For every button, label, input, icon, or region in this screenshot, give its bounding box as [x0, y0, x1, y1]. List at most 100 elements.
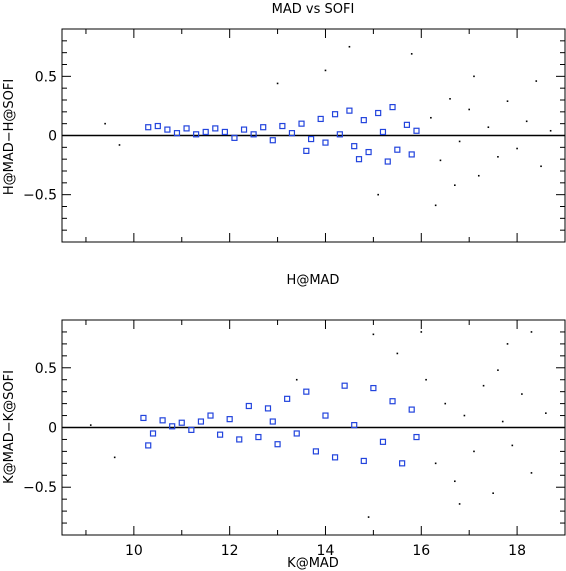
y-axis-label: H@MAD−H@SOFI	[2, 79, 17, 195]
data-point-dot	[324, 69, 327, 72]
data-point-dot	[348, 45, 351, 48]
data-point-dot	[454, 184, 456, 186]
data-point-dot	[367, 516, 370, 518]
data-point-dot	[434, 204, 437, 207]
data-point-square	[264, 405, 272, 412]
data-point-square	[298, 120, 305, 127]
data-point-square	[322, 139, 329, 146]
data-point-dot	[468, 108, 470, 111]
scatter-panel-bottom: H@MAD K@MAD−K@SOFI K@MAD 10 12 14 16 18 −0.5 0…	[2, 273, 566, 571]
data-point-dot	[506, 100, 509, 102]
data-point-square	[183, 125, 190, 132]
data-point-dot	[482, 384, 485, 387]
data-point-dot	[506, 343, 509, 345]
data-point-square	[389, 398, 396, 405]
data-point-square	[216, 431, 224, 438]
data-point-dot	[434, 462, 437, 465]
data-point-square	[303, 147, 310, 154]
data-point-dot	[477, 174, 480, 177]
data-point-square	[331, 111, 339, 118]
data-point-square	[355, 156, 363, 163]
x-axis-label: K@MAD	[287, 556, 339, 571]
data-point-square	[379, 128, 387, 136]
data-point-square	[413, 433, 420, 441]
data-point-dot	[463, 414, 466, 417]
data-point-square	[197, 418, 205, 425]
data-point-square	[149, 430, 157, 437]
data-point-square	[212, 125, 219, 132]
y-tick-label: −0.5	[23, 480, 57, 496]
data-point-square	[322, 412, 329, 419]
data-point-dot	[377, 193, 379, 196]
x-tick-label: 14	[317, 543, 335, 559]
data-point-dot	[497, 156, 499, 158]
data-point-dot	[487, 126, 490, 129]
data-point-square	[351, 422, 358, 429]
data-point-square	[341, 382, 348, 389]
data-point-square	[250, 131, 257, 138]
data-point-square	[284, 395, 291, 402]
scatter-panel-top: MAD vs SOFI H@MAD−H@SOFI −0.5 0 0.5	[2, 2, 566, 243]
data-point-square	[293, 430, 300, 437]
y-tick-label: 0.5	[35, 69, 57, 85]
data-point-dot	[295, 378, 298, 381]
data-point-dot	[525, 120, 528, 123]
data-point-square	[336, 131, 343, 138]
chart-title: MAD vs SOFI	[272, 2, 355, 17]
data-point-dot	[473, 75, 475, 78]
data-point-dot	[501, 420, 504, 423]
data-point-square	[394, 146, 401, 153]
data-point-dot	[511, 444, 514, 447]
data-point-square	[231, 134, 238, 141]
data-point-square	[178, 419, 185, 426]
data-point-square	[169, 423, 176, 430]
data-point-square	[164, 126, 171, 133]
data-point-square	[308, 135, 315, 143]
data-point-square	[140, 414, 147, 422]
x-tick-label: 18	[508, 543, 526, 559]
y-axis-label: K@MAD−K@SOFI	[2, 370, 17, 484]
data-point-square	[202, 128, 209, 136]
data-point-dot	[492, 492, 494, 494]
data-point-square	[312, 448, 319, 455]
data-point-dot	[113, 456, 116, 459]
data-point-square	[379, 438, 387, 445]
data-point-dot	[396, 352, 399, 355]
y-tick-label: −0.5	[23, 188, 57, 204]
y-tick-label: 0	[48, 129, 57, 145]
data-point-dot	[521, 393, 523, 395]
data-point-dot	[276, 82, 279, 85]
data-point-square	[384, 158, 391, 165]
data-point-square	[260, 124, 267, 131]
data-point-square	[221, 128, 228, 136]
data-point-square	[240, 126, 248, 133]
data-point-dot	[104, 122, 106, 125]
x-tick-label: 16	[412, 543, 430, 559]
data-point-square	[173, 130, 181, 137]
data-point-dot	[449, 98, 451, 100]
data-point-square	[351, 143, 358, 150]
data-point-square	[269, 137, 276, 144]
data-point-dot	[439, 159, 442, 162]
chart-title: H@MAD	[287, 273, 340, 288]
data-point-square	[399, 460, 406, 467]
data-point-square	[346, 107, 353, 114]
data-point-square	[159, 417, 166, 424]
data-point-dot	[530, 472, 533, 474]
data-point-square	[245, 402, 252, 410]
data-point-dot	[540, 165, 542, 168]
plot-frame	[61, 28, 566, 243]
data-point-dot	[458, 503, 461, 505]
data-point-dot	[89, 424, 92, 426]
y-tick-label: 0	[48, 421, 57, 437]
data-point-dot	[497, 369, 499, 371]
data-point-dot	[425, 378, 427, 381]
data-point-dot	[458, 140, 461, 143]
data-point-dot	[118, 144, 121, 146]
y-tick-label: 0.5	[35, 361, 57, 377]
data-point-square	[274, 441, 281, 448]
data-point-square	[389, 103, 396, 111]
data-point-dot	[530, 331, 533, 333]
data-point-square	[403, 121, 411, 128]
data-point-dot	[545, 412, 547, 414]
